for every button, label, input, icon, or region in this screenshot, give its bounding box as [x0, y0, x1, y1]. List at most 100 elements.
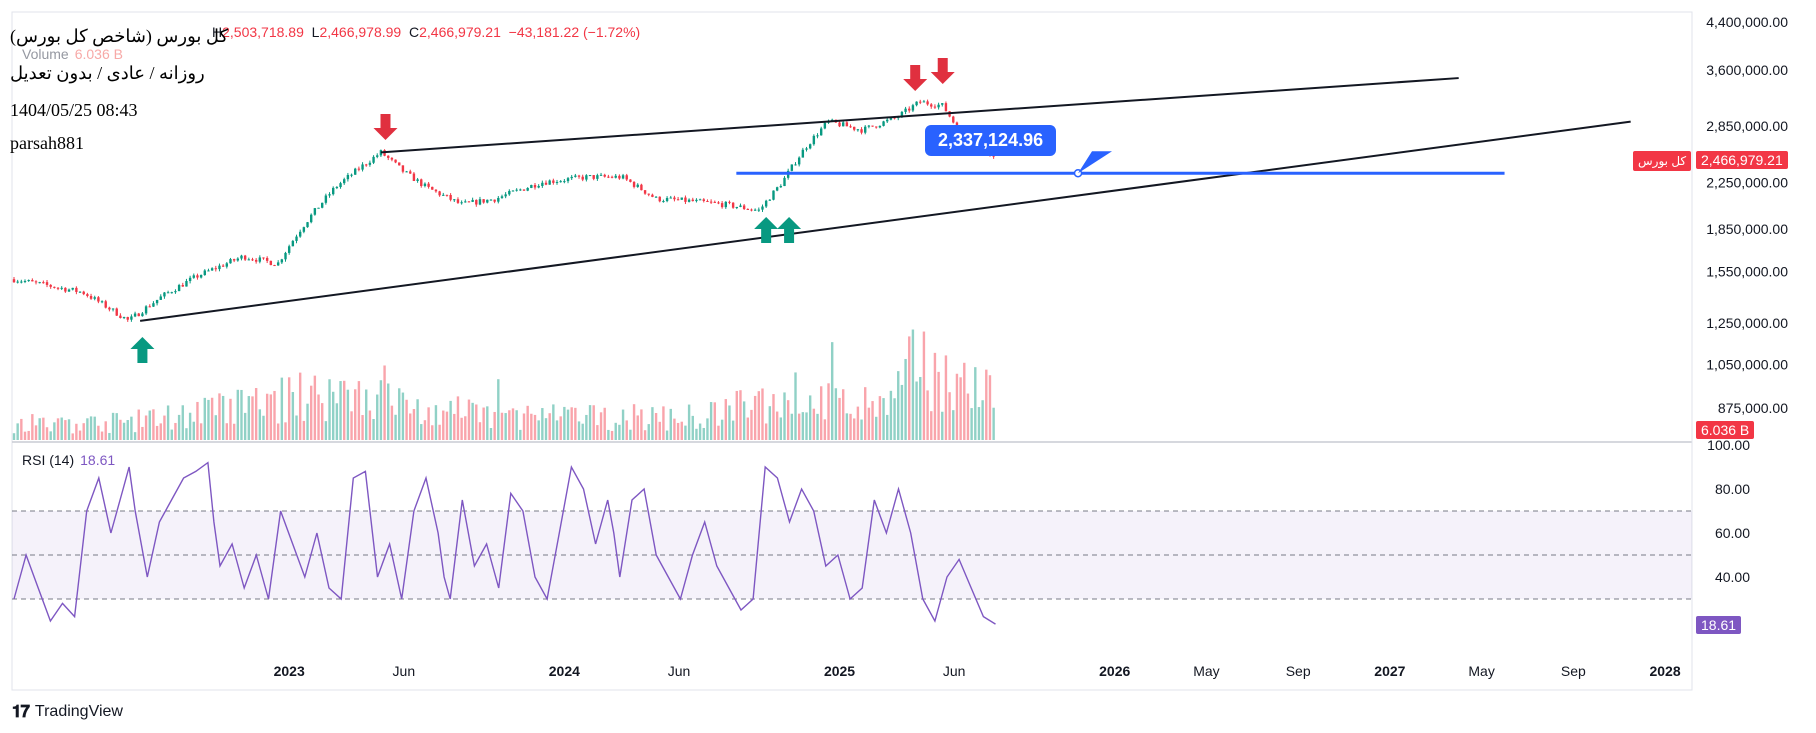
ohlc-high-label: H — [212, 24, 223, 40]
candle-body — [365, 164, 368, 166]
volume-bar — [867, 407, 871, 440]
ohlc-change: −43,181.22 (−1.72%) — [508, 24, 641, 40]
candle-body — [588, 175, 592, 177]
volume-bar — [845, 413, 849, 440]
candle-body — [750, 209, 753, 211]
candle-body — [930, 104, 933, 107]
volume-bar — [354, 389, 357, 440]
volume-bar — [864, 387, 867, 440]
candle-body — [401, 165, 405, 172]
candle-body — [387, 155, 390, 158]
chart-author: parsah881 — [10, 133, 84, 153]
volume-bar — [838, 397, 841, 440]
volume-bar — [797, 413, 801, 440]
volume-bar — [75, 423, 78, 440]
volume-bar — [974, 367, 977, 440]
volume-bar — [607, 429, 610, 440]
volume-bar — [592, 405, 595, 440]
candle-body — [442, 194, 445, 196]
volume-bar — [981, 400, 984, 440]
volume-bar — [735, 390, 739, 440]
candle-body — [629, 179, 632, 182]
volume-bar — [166, 405, 170, 440]
volume-bar — [702, 427, 705, 440]
volume-bar — [834, 388, 838, 440]
candle-body — [108, 307, 111, 310]
rsi-legend[interactable]: RSI (14) 18.61 — [22, 452, 115, 468]
candle-body — [735, 206, 739, 208]
price-tick-label: 1,050,000.00 — [1706, 356, 1788, 372]
volume-bar — [339, 381, 342, 440]
volume-bar — [724, 399, 727, 440]
volume-bar — [357, 381, 361, 440]
candle-body — [581, 176, 584, 180]
candle-body — [911, 105, 915, 111]
volume-bar — [31, 414, 34, 440]
volume-bar — [188, 412, 192, 440]
volume-bar — [328, 379, 331, 440]
price-callout[interactable]: 2,337,124.96 — [925, 125, 1057, 156]
candle-body — [376, 155, 379, 157]
ohlc-legend: H2,503,718.89 L2,466,978.99 C2,466,979.2… — [212, 24, 640, 40]
volume-bar — [739, 390, 742, 440]
ohlc-high-value: 2,503,718.89 — [222, 24, 304, 40]
ohlc-close-value: 2,466,979.21 — [419, 24, 501, 40]
volume-legend[interactable]: Volume 6.036 B — [22, 46, 123, 62]
volume-bar — [42, 417, 45, 440]
arrow-up-icon — [754, 217, 779, 243]
candle-body — [251, 259, 254, 261]
candle-body — [599, 174, 603, 176]
volume-bar — [849, 413, 852, 440]
trendlines[interactable] — [139, 77, 1631, 322]
volume-bar — [82, 423, 85, 440]
volume-bar — [236, 389, 240, 440]
candle-body — [332, 187, 335, 195]
candle-body — [618, 175, 621, 179]
arrow-up-icon — [777, 217, 802, 243]
volume-badge: 6.036 B — [1696, 421, 1755, 439]
annotation-arrows — [130, 58, 955, 363]
volume-legend-value: 6.036 B — [74, 46, 123, 62]
time-tick-label: Sep — [1286, 663, 1311, 679]
candle-body — [871, 125, 874, 127]
candle-body — [849, 126, 852, 128]
candle-body — [445, 194, 449, 196]
candle-body — [596, 175, 599, 179]
volume-bar — [882, 398, 885, 440]
volume-bar — [155, 425, 159, 440]
volume-bar — [203, 397, 206, 440]
volume-bar — [985, 369, 988, 440]
candle-body — [522, 189, 526, 191]
price-badge-value: 2,466,979.21 — [1696, 151, 1788, 169]
candle-body — [922, 101, 926, 103]
volume-bar — [500, 412, 504, 440]
volume-bar — [992, 407, 995, 440]
price-tick-label: 2,250,000.00 — [1706, 174, 1788, 190]
volume-bar — [207, 399, 210, 440]
grid-lines — [11, 11, 1693, 691]
time-tick-label: Jun — [393, 663, 416, 679]
volume-bar — [926, 390, 929, 440]
tradingview-logo[interactable]: 𝟏𝟕 TradingView — [12, 702, 123, 722]
price-tick-label: 3,600,000.00 — [1706, 62, 1788, 78]
candle-body — [137, 313, 140, 317]
candle-body — [709, 201, 713, 203]
volume-bar — [775, 411, 779, 440]
volume-bar — [706, 418, 709, 440]
candle-body — [768, 199, 772, 201]
volume-bar — [959, 377, 962, 440]
candle-body — [610, 176, 614, 178]
volume-bar — [676, 422, 680, 440]
volume-bar — [493, 411, 496, 440]
ohlc-close-label: C — [408, 24, 420, 40]
volume-bar — [819, 386, 823, 440]
candle-body — [607, 176, 610, 178]
volume-bar — [970, 408, 973, 440]
candle-body — [67, 289, 71, 292]
volume-bar — [963, 362, 966, 440]
volume-bar — [827, 383, 830, 440]
candle-body — [317, 207, 320, 209]
candle-body — [577, 175, 581, 177]
candle-body — [31, 280, 34, 282]
